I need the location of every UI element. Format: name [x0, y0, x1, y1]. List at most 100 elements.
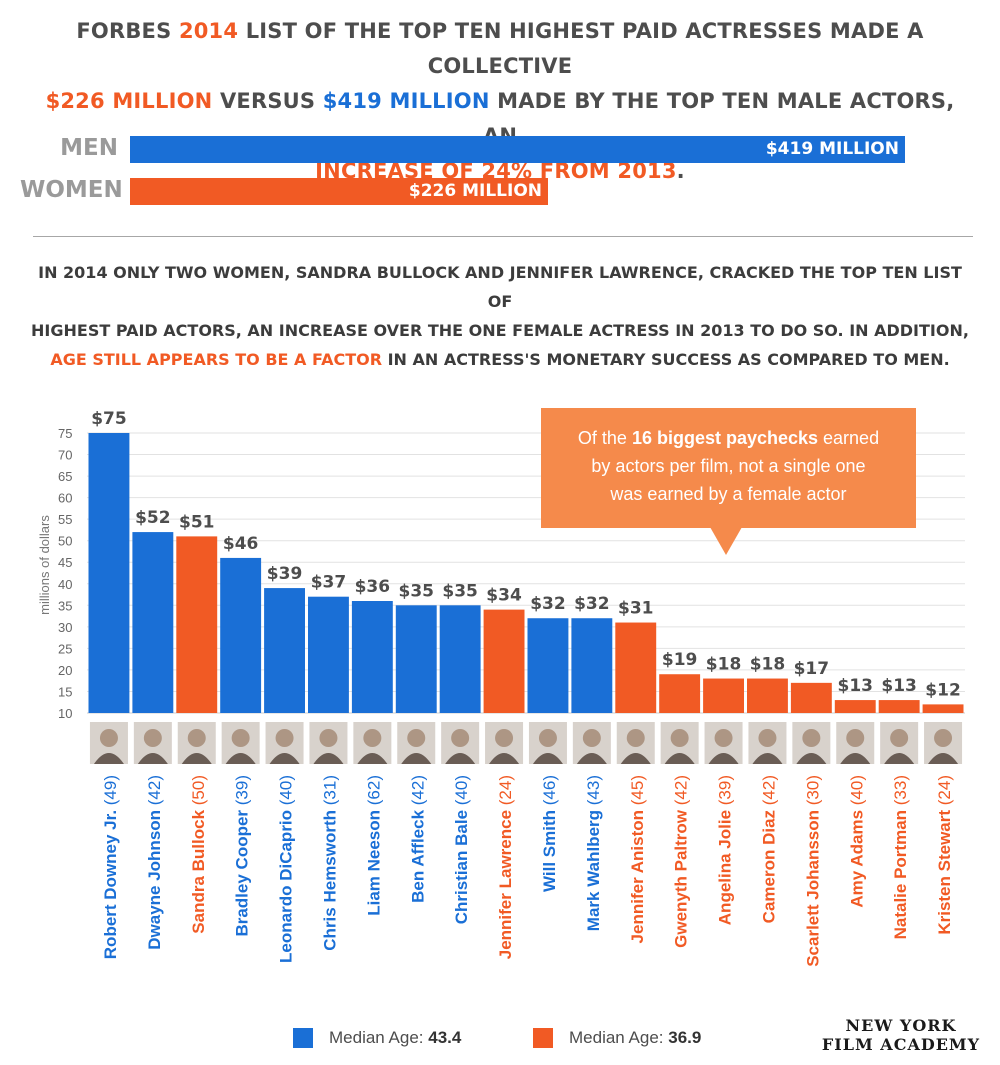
bar-value-label: $46	[223, 534, 259, 554]
actor-age: (46)	[540, 775, 559, 805]
actor-label: Natalie Portman (33)	[891, 775, 910, 939]
actor-name: Ben Affleck	[408, 805, 427, 903]
bar	[747, 678, 788, 713]
y-tick-label: 60	[58, 491, 72, 506]
headshot-shoulders	[401, 753, 432, 764]
headshot-shoulders	[620, 753, 651, 764]
actor-name: Mark Wahlberg	[584, 805, 603, 931]
bar-value-label: $35	[442, 581, 478, 601]
bar-value-label: $31	[618, 599, 654, 619]
headshot-face	[143, 729, 162, 747]
actor-age: (24)	[935, 775, 954, 805]
y-tick-label: 25	[58, 641, 72, 656]
summary-text: IN AN ACTRESS'S MONETARY SUCCESS AS COMP…	[382, 350, 950, 369]
nyfa-logo: NEW YORK FILM ACADEMY	[812, 1016, 990, 1054]
actor-name: Jennifer Lawrence	[496, 805, 515, 959]
actor-age: (40)	[847, 775, 866, 805]
bar-value-label: $19	[662, 650, 698, 670]
headshot-shoulders	[225, 753, 256, 764]
actor-label: Jennifer Aniston (45)	[628, 775, 647, 943]
actor-name: Sandra Bullock	[189, 805, 208, 933]
y-tick-label: 35	[58, 598, 72, 613]
headline-text: VERSUS	[212, 89, 323, 113]
bar-value-label: $13	[881, 676, 917, 696]
legend-male-swatch	[293, 1028, 313, 1048]
summary-line-1: IN 2014 ONLY TWO WOMEN, SANDRA BULLOCK A…	[38, 263, 962, 311]
bar	[220, 557, 262, 713]
headshot-face	[890, 729, 909, 747]
actor-age: (62)	[364, 775, 383, 805]
actor-label: Scarlett Johansson (30)	[803, 775, 822, 967]
y-tick-label: 75	[58, 426, 72, 441]
actor-label: Angelina Jolie (39)	[716, 775, 735, 925]
headline-line-1: FORBES 2014 LIST OF THE TOP TEN HIGHEST …	[30, 14, 970, 84]
y-tick-label: 40	[58, 577, 72, 592]
actor-name: Jennifer Aniston	[628, 805, 647, 943]
bar	[308, 596, 349, 713]
headline-line-2: $226 MILLION VERSUS $419 MILLION MADE BY…	[30, 84, 970, 154]
actor-label: Will Smith (46)	[540, 775, 559, 892]
y-tick-label: 10	[58, 706, 72, 721]
actor-age: (42)	[145, 775, 164, 805]
headshot-face	[363, 729, 382, 747]
headshot-face	[538, 729, 557, 747]
headshot-shoulders	[664, 753, 695, 764]
actor-name: Kristen Stewart	[935, 805, 954, 934]
actor-name: Gwenyth Paltrow	[672, 805, 691, 948]
headshot-face	[495, 729, 514, 747]
bar	[351, 601, 393, 713]
legend-female-text: Median Age: 36.9	[569, 1028, 701, 1048]
paycheck-bar-chart: 10 15 20 25 30 35 40 45 50 55 60 65 70 75 millions of …	[37, 409, 965, 967]
actor-age: (49)	[101, 775, 120, 805]
bar-value-label: $32	[530, 594, 566, 614]
bar-value-label: $35	[399, 581, 435, 601]
actor-label: Chris Hemsworth (31)	[320, 775, 339, 951]
actor-name: Scarlett Johansson	[803, 805, 822, 967]
actor-label: Amy Adams (40)	[847, 775, 866, 908]
actor-name: Cameron Diaz	[759, 805, 778, 923]
headshot-shoulders	[93, 753, 124, 764]
men-total-bar: $419 MILLION	[130, 136, 905, 163]
actor-label: Sandra Bullock (50)	[189, 775, 208, 934]
bar	[834, 700, 876, 713]
women-total-bar: $226 MILLION	[130, 178, 549, 205]
bar-value-label: $18	[750, 655, 786, 675]
headshot-face	[319, 729, 338, 747]
actor-age: (40)	[277, 775, 296, 805]
callout-box: Of the 16 biggest paychecks earned by ac…	[541, 408, 916, 528]
bar-value-label: $75	[91, 409, 127, 429]
actor-name: Angelina Jolie	[716, 805, 735, 925]
headline-women-total: $226 MILLION	[45, 89, 213, 113]
bar-value-label: $34	[486, 586, 522, 606]
bar-value-label: $36	[355, 577, 391, 597]
women-label: WOMEN	[20, 177, 123, 203]
actor-label: Gwenyth Paltrow (42)	[672, 775, 691, 948]
headshot-shoulders	[269, 753, 300, 764]
actor-age: (50)	[189, 775, 208, 805]
bar-value-label: $32	[574, 594, 610, 614]
summary-line-3: AGE STILL APPEARS TO BE A FACTOR IN AN A…	[30, 345, 970, 374]
actor-age: (42)	[408, 775, 427, 805]
actor-name: Robert Downey Jr.	[101, 805, 120, 959]
callout-text-part: Of the	[577, 428, 632, 448]
y-tick-label: 65	[58, 469, 72, 484]
headshot-face	[670, 729, 689, 747]
headshot-face	[758, 729, 777, 747]
women-total-label: $226 MILLION	[408, 181, 543, 201]
actor-name: Chris Hemsworth	[320, 805, 339, 950]
actor-age: (24)	[496, 775, 515, 805]
headshot-face	[275, 729, 294, 747]
headshot-face	[846, 729, 865, 747]
y-tick-label: 45	[58, 555, 72, 570]
headline-text: .	[676, 159, 685, 183]
y-tick-label: 50	[58, 534, 72, 549]
headshot-shoulders	[576, 753, 607, 764]
headshot-shoulders	[928, 753, 959, 764]
bar	[878, 700, 920, 713]
actor-age: (39)	[233, 775, 252, 805]
bar-value-label: $52	[135, 508, 171, 528]
actor-age: (42)	[672, 775, 691, 805]
callout-line-3: was earned by a female actor	[610, 484, 847, 504]
men-total-label: $419 MILLION	[765, 139, 899, 159]
actor-age: (39)	[716, 775, 735, 805]
